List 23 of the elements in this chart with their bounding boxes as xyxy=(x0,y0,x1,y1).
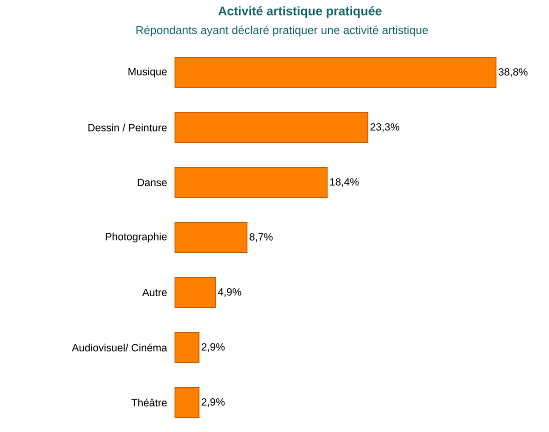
data-label: 23,3% xyxy=(370,123,400,132)
chart-title: Activité artistique pratiquée xyxy=(218,6,382,18)
data-label: 2,9% xyxy=(202,398,225,407)
bar xyxy=(174,222,248,254)
data-label: 18,4% xyxy=(330,178,359,187)
y-tick-label: Danse xyxy=(138,178,167,186)
chart-subtitle: Répondants ayant déclaré pratiquer une activité artistique xyxy=(136,26,428,36)
bar xyxy=(174,332,200,364)
bar xyxy=(174,166,328,198)
bar xyxy=(174,56,496,88)
bar xyxy=(174,386,200,418)
y-tick-label: Audiovisuel/ Cinéma xyxy=(72,344,168,352)
y-tick-label: Photographie xyxy=(106,232,167,242)
data-label: 8,7% xyxy=(250,233,273,242)
data-label: 2,9% xyxy=(202,343,225,352)
bar xyxy=(174,112,368,144)
y-tick-label: Musique xyxy=(128,68,167,78)
y-tick-label: Autre xyxy=(142,288,167,296)
data-label: 4,9% xyxy=(218,288,242,297)
y-tick-label: Théâtre xyxy=(131,398,167,406)
data-label: 38,8% xyxy=(498,68,528,77)
y-tick-label: Dessin / Peinture xyxy=(88,124,167,132)
bar xyxy=(174,276,216,308)
